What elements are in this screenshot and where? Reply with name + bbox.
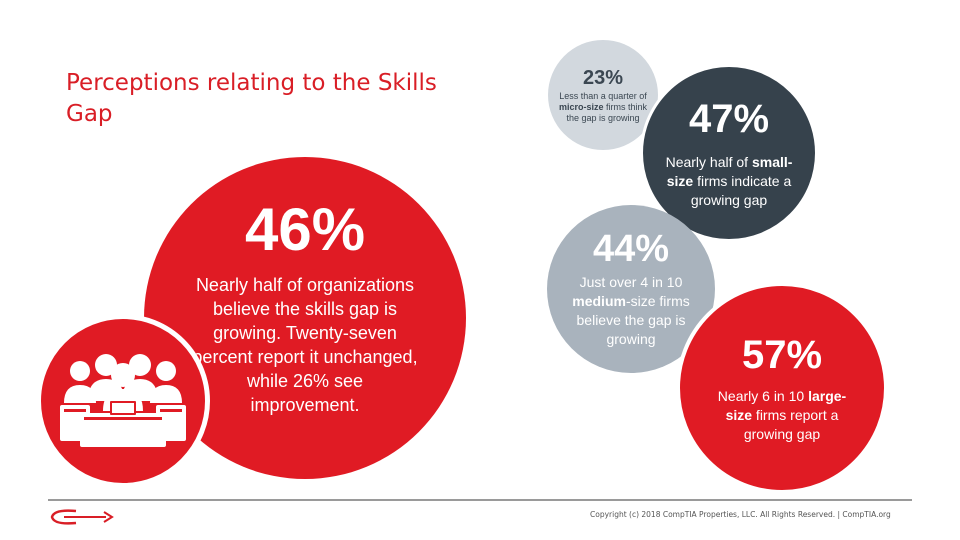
footer-divider — [48, 499, 912, 501]
stat-large-percent: 57% — [741, 332, 823, 377]
stat-micro-circle: 23% Less than a quarter of micro-size fi… — [548, 40, 658, 150]
stat-small-text: Nearly half of small-size firms indicate… — [665, 153, 793, 208]
stat-small-percent: 47% — [688, 96, 770, 141]
comptia-logo — [50, 509, 114, 525]
stat-medium-percent: 44% — [592, 228, 670, 270]
people-icon-circle — [36, 314, 210, 488]
meeting-people-icon — [60, 354, 186, 447]
stat-overall-text: Nearly half of organizations believe the… — [192, 275, 418, 415]
stat-overall-percent: 46% — [244, 196, 366, 263]
stat-large-circle: 57% Nearly 6 in 10 large-size firms repo… — [676, 282, 888, 494]
stat-micro-text: Less than a quarter of micro-size firms … — [558, 90, 648, 123]
copyright-text: Copyright (c) 2018 CompTIA Properties, L… — [590, 510, 891, 519]
stat-large-text: Nearly 6 in 10 large-size firms report a… — [717, 387, 847, 442]
slide-title: Perceptions relating to the Skills Gap — [66, 70, 437, 127]
stat-small-circle: 47% Nearly half of small-size firms indi… — [640, 64, 818, 242]
stat-medium-text: Just over 4 in 10 medium-size firms beli… — [572, 274, 690, 347]
stat-micro-percent: 23% — [582, 66, 624, 89]
